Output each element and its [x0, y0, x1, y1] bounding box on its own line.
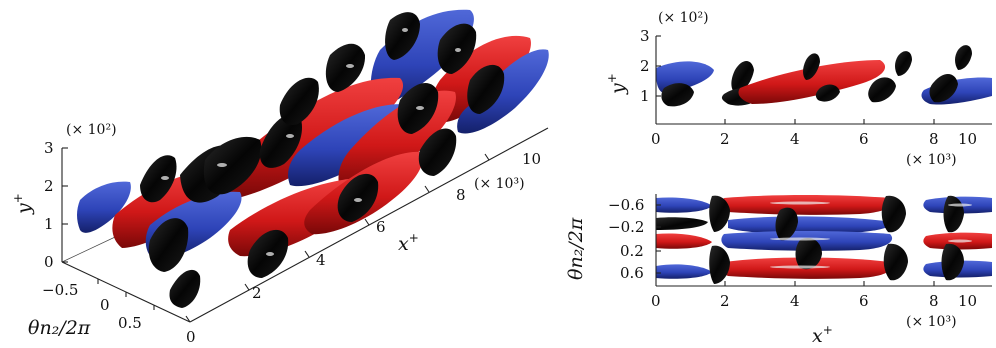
tr-x-tick: 6: [859, 130, 869, 148]
black-structure-2: [148, 218, 189, 272]
left-y-label: y+: [11, 193, 35, 215]
bottom-right-panel: θn₂/2π −0.6 −0.2 0.2 0.6 0 2 4 6 8 10 (×…: [565, 194, 992, 347]
black-structure-5: [203, 136, 262, 195]
tr-y-tick: 2: [640, 57, 650, 75]
br-y-tick: 0.6: [620, 264, 644, 282]
red-structure-tr-1: [738, 60, 886, 104]
left-x-label: x+: [398, 231, 419, 255]
black-structure-tr-1: [661, 83, 694, 107]
black-structure-4: [169, 269, 201, 308]
left-y-tick: 1: [44, 215, 54, 233]
left-x-tick: 8: [456, 186, 466, 204]
black-vortex-br-5: [881, 195, 906, 233]
black-structure-tr-4: [803, 53, 820, 80]
left-theta-label: θn₂/2π: [28, 317, 91, 339]
left-structures: [77, 9, 549, 308]
br-x-tick: 6: [859, 292, 869, 310]
br-x-multiplier: (× 10³): [906, 314, 957, 330]
black-structure-15: [337, 173, 379, 222]
tr-x-multiplier: (× 10³): [906, 152, 957, 168]
left-theta-tick: 0: [100, 296, 110, 314]
br-x-tick: 2: [720, 292, 730, 310]
br-x-tick: 8: [929, 292, 939, 310]
black-vortex-br-3: [775, 207, 798, 241]
tr-x-tick: 4: [790, 130, 800, 148]
black-structure-tr-5: [815, 84, 840, 102]
br-y-label: θn₂/2π: [565, 217, 587, 280]
left-x-tick: 0: [186, 328, 196, 346]
tr-x-tick: 0: [651, 130, 661, 148]
black-vortex-br-2: [709, 245, 730, 284]
tr-y-tick: 1: [640, 87, 650, 105]
left-x-tick: 2: [252, 284, 262, 302]
red-streak-br-2: [656, 233, 712, 249]
left-y-multiplier: (× 10²): [66, 122, 117, 138]
tr-y-label: y+: [605, 73, 629, 95]
br-y-tick: −0.6: [608, 196, 644, 214]
blue-streak-br-3: [728, 216, 893, 234]
tr-x-tick: 2: [720, 130, 730, 148]
black-structure-tr-6: [868, 77, 896, 103]
tr-x-tick: 8: [929, 130, 939, 148]
br-x-label: x+: [812, 323, 833, 347]
br-x-tick: 0: [651, 292, 661, 310]
black-structure-tr-2: [731, 61, 754, 94]
left-y-tick: 3: [44, 139, 54, 157]
tr-x-tick: 10: [958, 130, 977, 148]
tr-y-tick: 3: [640, 27, 650, 45]
black-structure-9: [385, 12, 420, 60]
red-structure-mid-back: [224, 77, 404, 198]
black-structure-6: [259, 113, 303, 168]
bottom-right-structures: [656, 195, 992, 284]
left-theta-tick: −0.5: [42, 281, 78, 299]
red-streak-br-1: [721, 195, 893, 215]
black-structure-tr-7: [895, 51, 912, 76]
left-y-tick: 2: [44, 177, 54, 195]
left-3d-panel: (× 10²) y+ 3 2 1 0 −0.5 0 0.5 θn₂/2π 0 2…: [11, 9, 549, 346]
br-highlights: [770, 201, 972, 269]
black-vortex-br-8: [941, 243, 964, 281]
black-structure-1: [140, 155, 177, 203]
black-band-br-1: [656, 217, 708, 230]
top-right-structures: [656, 45, 992, 107]
black-structure-11: [418, 128, 457, 176]
top-right-panel: (× 10²) y+ 3 2 1 0 2 4 6 8 10 (× 10³): [605, 10, 992, 168]
black-vortex-br-1: [709, 195, 730, 232]
left-axes: [61, 127, 549, 323]
specular-highlights: [161, 28, 461, 256]
br-x-tick: 10: [958, 292, 977, 310]
left-x-tick: 6: [376, 218, 386, 236]
br-x-tick: 4: [790, 292, 800, 310]
black-structure-tr-9: [955, 45, 972, 70]
black-structure-tr-8: [929, 73, 958, 103]
br-y-tick: 0.2: [620, 242, 644, 260]
blue-structure-front-left: [77, 181, 131, 233]
black-structure-8: [325, 43, 366, 92]
black-structure-7: [279, 77, 319, 126]
left-x-tick: 4: [316, 251, 326, 269]
tr-y-multiplier: (× 10²): [658, 10, 709, 26]
br-y-tick: −0.2: [608, 218, 644, 236]
left-x-multiplier: (× 10³): [474, 176, 525, 192]
black-vortex-br-6: [883, 243, 908, 281]
left-y-tick: 0: [44, 253, 54, 271]
left-x-tick: 10: [522, 150, 541, 168]
left-theta-tick: 0.5: [118, 314, 142, 332]
blue-streak-br-5: [656, 264, 712, 279]
blue-streak-br-1: [656, 197, 712, 213]
black-structure-13: [467, 64, 505, 114]
black-vortex-br-4: [795, 237, 822, 270]
